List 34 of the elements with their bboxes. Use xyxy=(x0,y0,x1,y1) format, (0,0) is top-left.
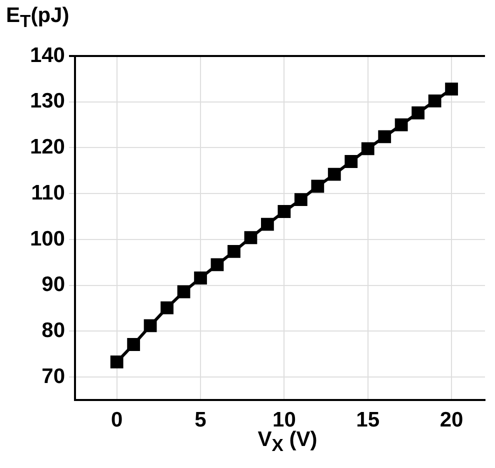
y-tick-label: 130 xyxy=(30,90,65,113)
y-tick-label: 80 xyxy=(42,318,65,342)
x-tick-label: 20 xyxy=(440,408,464,432)
point xyxy=(278,205,291,218)
point xyxy=(412,106,425,120)
point xyxy=(361,142,374,156)
x-tick-label: 15 xyxy=(356,408,380,432)
point xyxy=(311,180,324,193)
y-axis-title: E$_{T}$(pJ) xyxy=(6,4,70,32)
point xyxy=(210,258,224,272)
point xyxy=(394,118,408,132)
point xyxy=(261,218,274,231)
point xyxy=(294,193,308,206)
point xyxy=(177,285,190,298)
point xyxy=(144,319,157,332)
point xyxy=(378,130,392,144)
y-tick-label: 90 xyxy=(42,273,65,296)
point xyxy=(127,338,140,351)
point xyxy=(194,272,207,284)
y-tick-label: 140 xyxy=(30,44,65,67)
point xyxy=(445,82,458,96)
point xyxy=(228,244,240,258)
y-tick-label: 110 xyxy=(31,181,65,204)
point xyxy=(344,155,358,168)
x-tick-label: 0 xyxy=(110,408,123,432)
y-tick-label: 100 xyxy=(30,227,65,250)
x-tick-label: 5 xyxy=(194,408,207,432)
point xyxy=(244,231,258,244)
point xyxy=(110,355,124,368)
y-tick-label: 120 xyxy=(30,136,65,159)
y-tick-label: 70 xyxy=(42,364,65,388)
point xyxy=(328,168,341,181)
point xyxy=(160,301,174,314)
point xyxy=(428,94,442,108)
